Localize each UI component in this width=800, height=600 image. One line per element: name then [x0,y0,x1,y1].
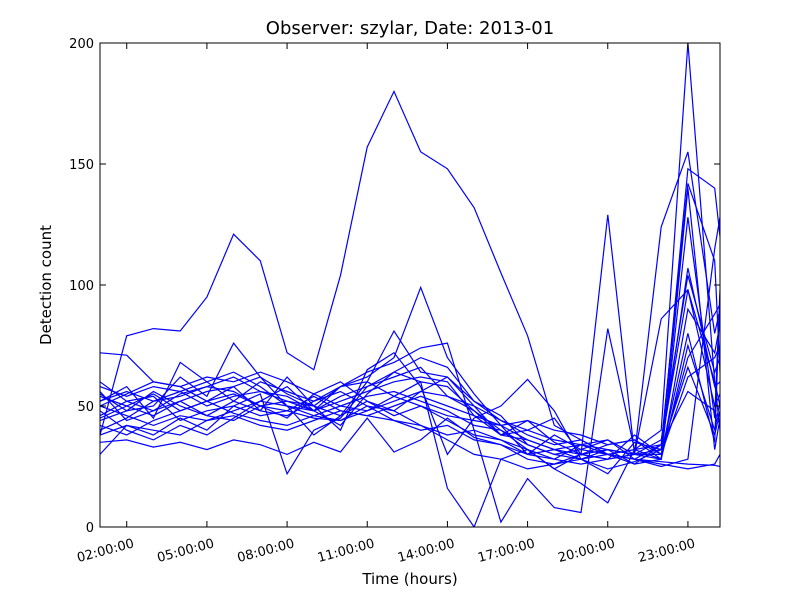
x-tick-label: 20:00:00 [557,536,617,566]
series-line-7 [100,188,720,476]
y-tick-label: 200 [69,37,94,52]
series-line-8 [100,267,720,475]
y-tick-label: 100 [69,279,94,294]
series-line-17 [100,307,720,461]
x-tick-label: 23:00:00 [637,536,697,566]
x-tick-label: 02:00:00 [75,536,135,566]
y-axis-title: Detection count [37,225,55,345]
chart-title: Observer: szylar, Date: 2013-01 [266,18,554,39]
y-tick-label: 150 [69,158,94,173]
series-line-4 [100,151,720,456]
x-tick-label: 05:00:00 [156,536,216,566]
series-line-18 [100,390,720,460]
series-line-20 [100,275,720,456]
x-axis: 02:00:00 05:00:00 08:00:00 11:00:00 14:00:00… [75,43,697,566]
series-line-16 [100,183,720,465]
series-line-15 [100,304,720,456]
series-line-6 [100,167,720,470]
y-axis: 0 50 100 150 200 [69,37,720,536]
x-axis-title: Time (hours) [361,570,457,588]
x-tick-label: 14:00:00 [396,536,456,566]
x-tick-label: 11:00:00 [316,536,376,566]
x-tick-label: 17:00:00 [476,536,536,566]
series-line-10 [100,294,720,460]
x-tick-label: 08:00:00 [236,536,296,566]
y-tick-label: 50 [77,400,94,415]
series-layer [100,43,720,527]
y-tick-label: 0 [86,521,94,536]
